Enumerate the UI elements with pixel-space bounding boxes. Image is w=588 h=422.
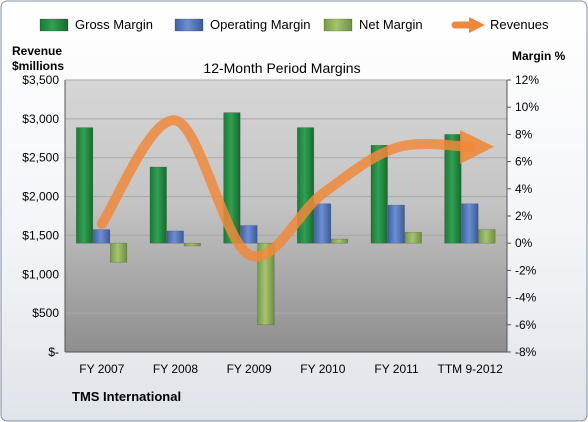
right-tick-label: -8% [515,345,537,359]
x-tick-label: FY 2010 [300,362,345,376]
right-tick-label: 8% [515,127,533,141]
x-tick-label: FY 2011 [374,362,419,376]
x-tick-label: FY 2008 [153,362,198,376]
right-tick-label: 4% [515,182,533,196]
left-axis-label-line1: Revenue [12,44,62,58]
bar-net-margin [404,232,422,244]
legend-swatch-gross-margin [39,18,69,32]
left-tick-label: $1,000 [22,267,59,281]
plot-area [65,80,507,352]
right-axis-label: Margin % [512,49,566,63]
bar-gross-margin [370,144,388,244]
bar-net-margin [257,242,275,326]
bar-net-margin [183,242,201,247]
right-tick-label: 6% [515,155,533,169]
right-tick-label: 12% [515,73,539,87]
company-label: TMS International [72,389,181,404]
x-tick-label: FY 2007 [79,362,124,376]
bar-gross-margin [149,166,167,244]
bar-operating-margin [387,204,405,244]
left-tick-label: $500 [32,306,59,320]
bar-net-margin [478,229,496,244]
x-tick-label: TTM 9-2012 [437,362,503,376]
left-tick-label: $2,000 [22,190,59,204]
legend-swatch-net-margin [323,18,353,32]
line-revenues [96,115,494,262]
legend-swatch-operating-margin [174,18,204,32]
right-tick-label: 0% [515,236,533,250]
right-tick-label: -4% [515,291,537,305]
left-tick-label: $1,500 [22,228,59,242]
x-tick-label: FY 2009 [227,362,272,376]
chart-title: 12-Month Period Margins [203,60,360,76]
legend-label: Revenues [490,17,549,32]
bar-operating-margin [93,229,111,244]
bar-operating-margin [166,230,184,244]
bar-net-margin [110,242,128,263]
left-tick-label: $2,500 [22,151,59,165]
left-tick-label: $3,000 [22,112,59,126]
bar-gross-margin [76,127,94,244]
right-tick-label: 10% [515,100,539,114]
right-tick-label: -2% [515,263,537,277]
bar-operating-margin [240,225,258,244]
left-tick-label: $3,500 [22,73,59,87]
bar-operating-margin [461,203,479,244]
legend-label: Net Margin [359,17,423,32]
legend-arrow-icon [469,17,485,33]
legend-label: Operating Margin [210,17,310,32]
right-tick-label: -6% [515,318,537,332]
legend-label: Gross Margin [75,17,153,32]
bar-net-margin [331,238,349,244]
left-tick-label: $- [48,345,59,359]
bar-gross-margin [444,134,462,244]
right-tick-label: 2% [515,209,533,223]
bar-operating-margin [314,203,332,244]
left-axis-label-line2: $millions [12,59,64,73]
